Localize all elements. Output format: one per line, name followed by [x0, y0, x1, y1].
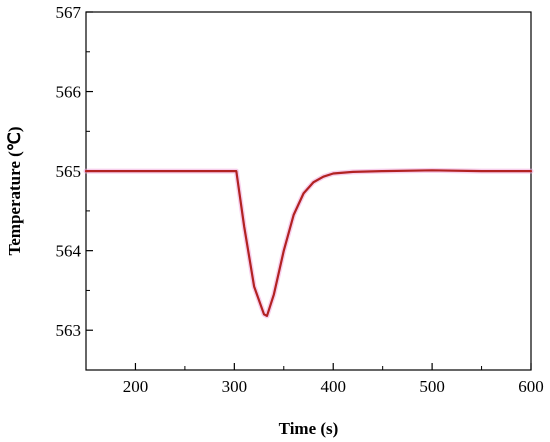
plot-area	[85, 11, 532, 371]
x-tick-label: 300	[222, 377, 248, 396]
plot-frame	[85, 11, 532, 371]
y-tick-label: 564	[56, 242, 82, 261]
y-axis-ticks: 563 564 565 566 567	[56, 3, 93, 371]
x-tick-label: 600	[518, 377, 544, 396]
series-line-glow	[83, 167, 534, 319]
x-axis-ticks: 200 300 400 500 600	[85, 363, 544, 396]
y-tick-label: 565	[56, 162, 82, 181]
series-line	[84, 169, 533, 318]
x-tick-label: 500	[419, 377, 445, 396]
y-tick-label: 567	[56, 3, 82, 22]
y-tick-label: 563	[56, 321, 82, 340]
y-tick-label: 566	[56, 83, 82, 102]
y-axis-label: Temperature (℃)	[5, 126, 24, 255]
series-layer	[83, 167, 534, 319]
x-tick-label: 200	[123, 377, 149, 396]
x-tick-label: 400	[320, 377, 346, 396]
x-axis-label: Time (s)	[279, 419, 339, 438]
